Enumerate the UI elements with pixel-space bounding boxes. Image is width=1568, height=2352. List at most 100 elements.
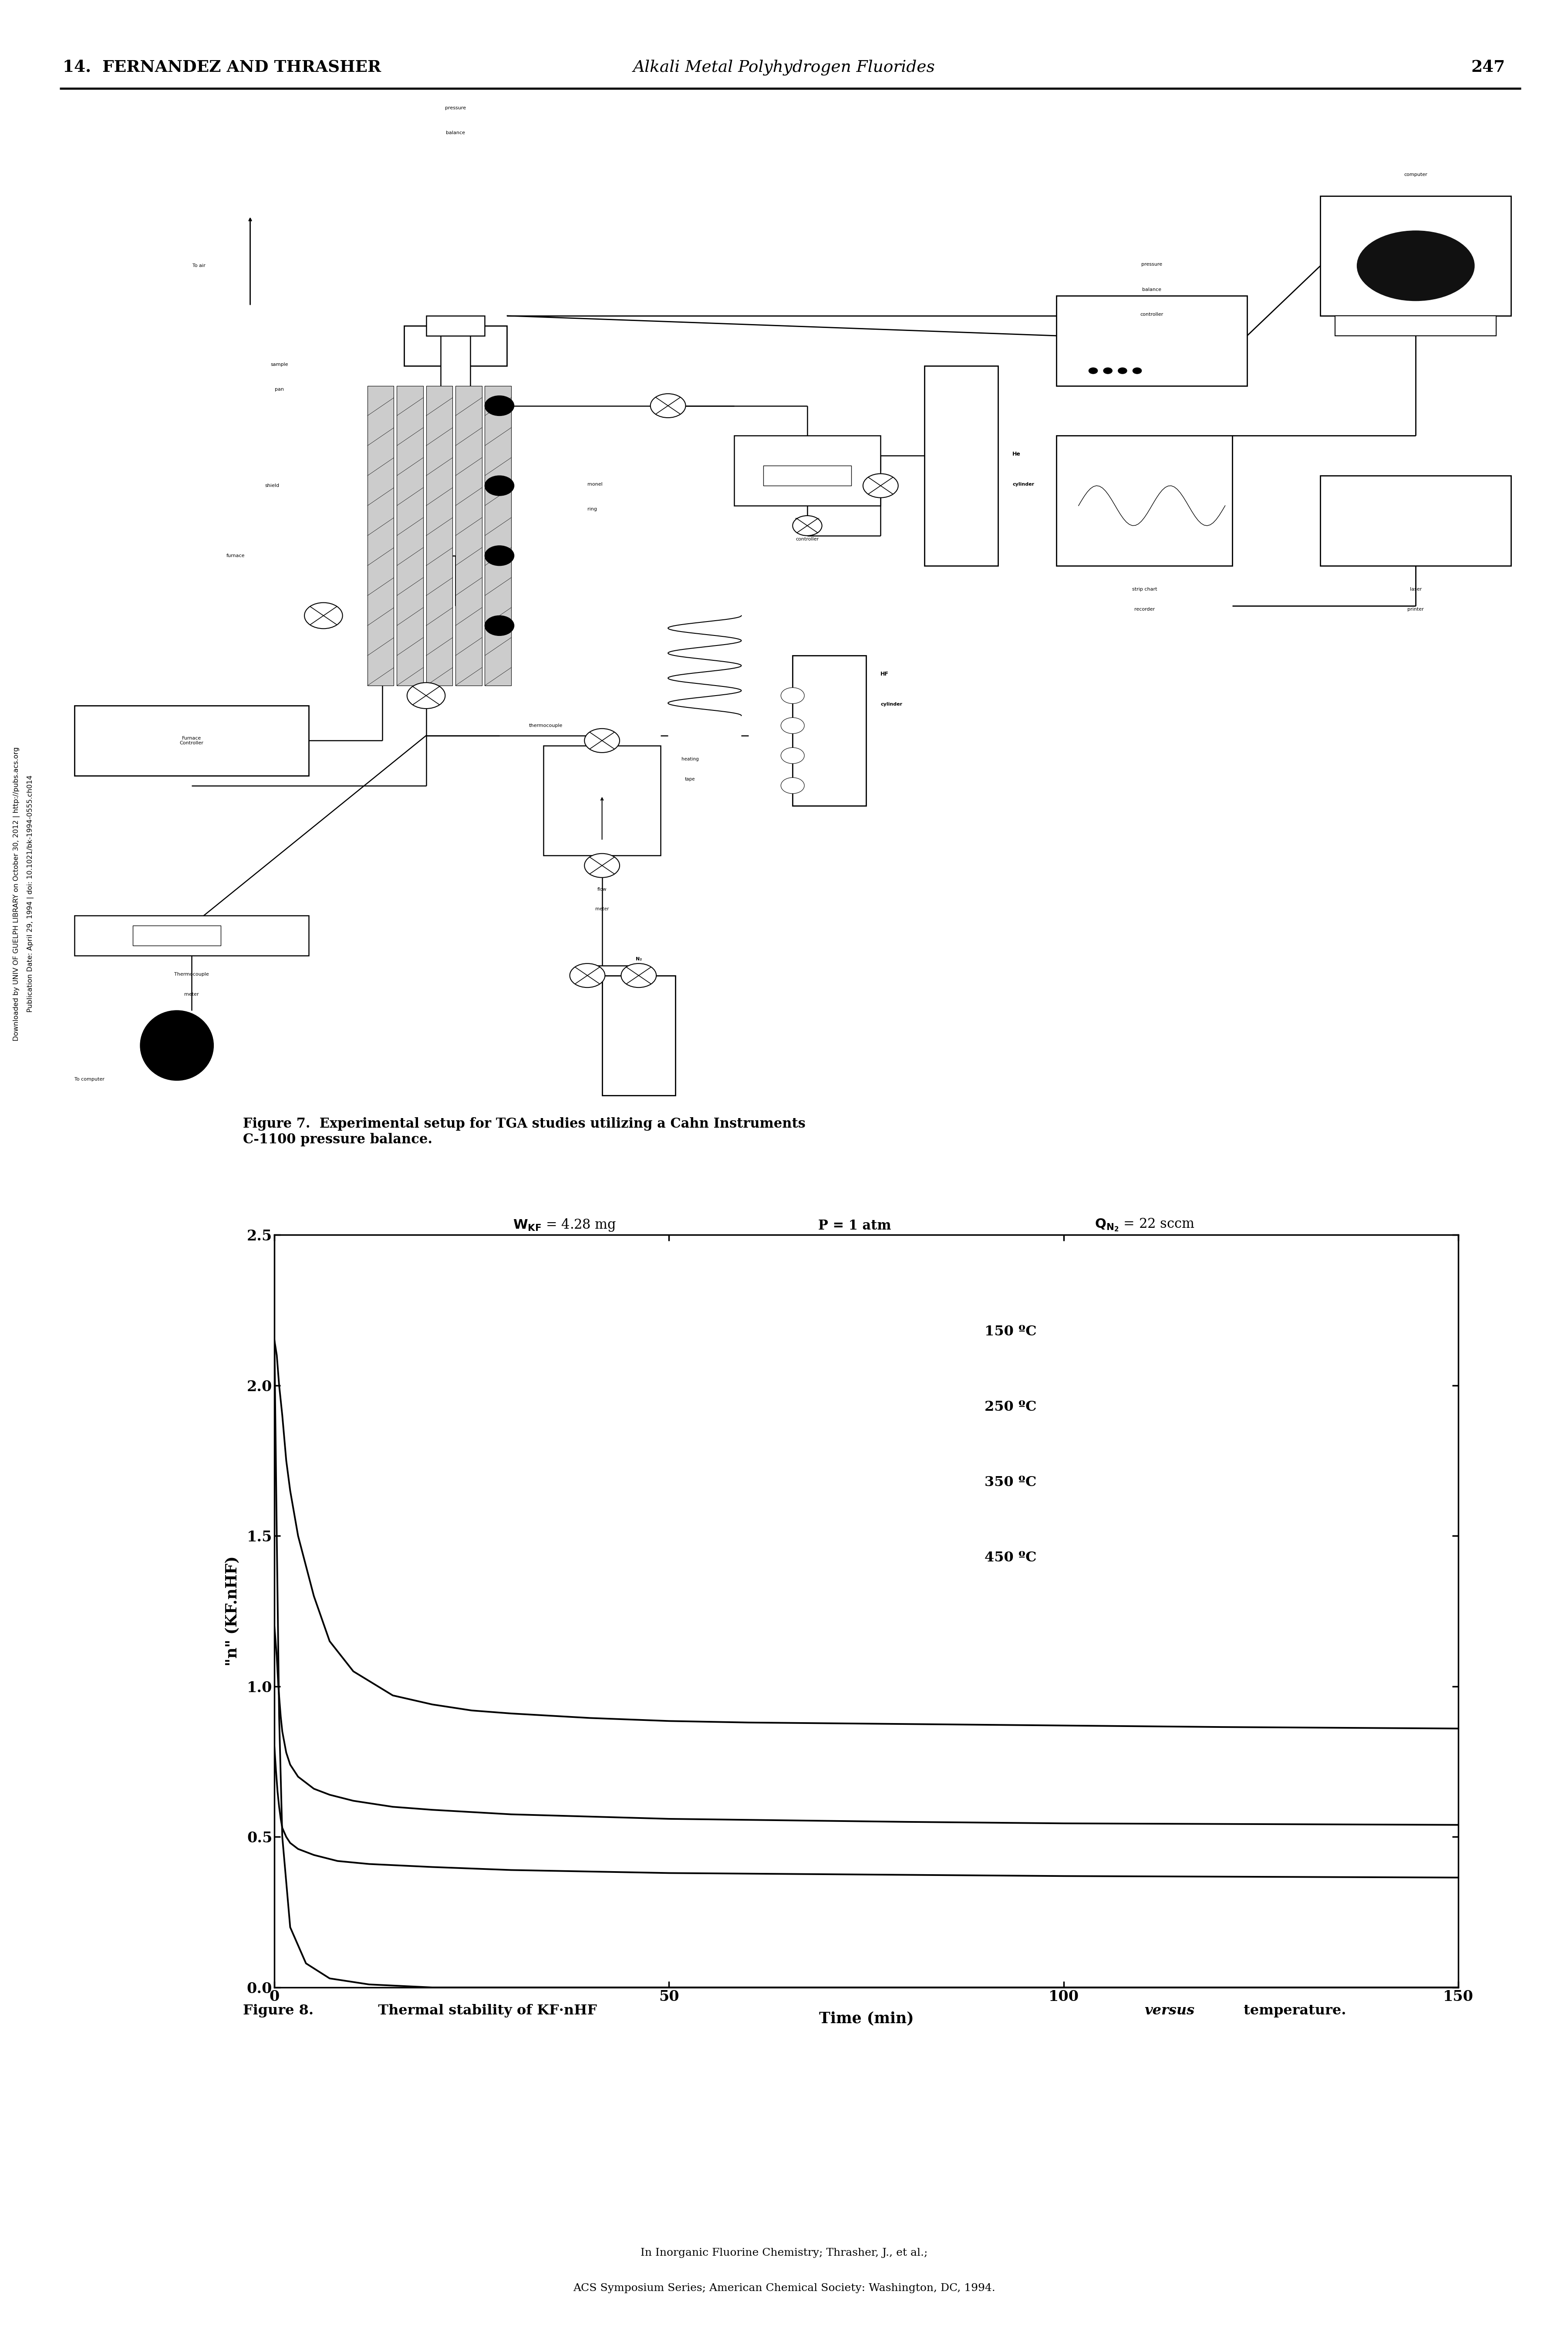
Text: recorder: recorder — [1134, 607, 1154, 612]
Bar — [485, 386, 511, 687]
Text: mass flow: mass flow — [795, 517, 820, 522]
Bar — [405, 325, 506, 365]
Circle shape — [585, 854, 619, 877]
Text: shield: shield — [265, 485, 279, 487]
Bar — [925, 365, 997, 567]
Text: 350 ºC: 350 ºC — [985, 1475, 1036, 1489]
Text: He: He — [1013, 452, 1021, 456]
Bar — [1057, 296, 1247, 386]
Y-axis label: "n" (KF.nHF): "n" (KF.nHF) — [224, 1557, 240, 1665]
Text: heating: heating — [682, 757, 699, 762]
Text: Thermal stability of KF·nHF: Thermal stability of KF·nHF — [368, 2004, 602, 2018]
Circle shape — [781, 687, 804, 703]
Text: $\mathbf{W_{KF}}$ = 4.28 mg: $\mathbf{W_{KF}}$ = 4.28 mg — [513, 1218, 616, 1232]
Text: tape: tape — [685, 776, 695, 781]
Text: N₂: N₂ — [635, 957, 641, 962]
Text: Publication Date: April 29, 1994 | doi: 10.1021/bk-1994-0555.ch014: Publication Date: April 29, 1994 | doi: … — [27, 776, 34, 1011]
Text: versus: versus — [1145, 2004, 1195, 2018]
Text: controller: controller — [795, 536, 818, 541]
Circle shape — [485, 395, 514, 416]
Circle shape — [651, 393, 685, 419]
Bar — [441, 325, 470, 555]
Text: flow: flow — [597, 887, 607, 891]
Text: Thermocouple: Thermocouple — [174, 971, 209, 976]
Text: ACS Symposium Series; American Chemical Society: Washington, DC, 1994.: ACS Symposium Series; American Chemical … — [572, 2284, 996, 2293]
Bar — [397, 386, 423, 687]
Text: 250 ºC: 250 ºC — [985, 1399, 1036, 1414]
Bar — [455, 386, 481, 687]
Text: thermocouple: thermocouple — [528, 724, 563, 727]
Text: P = 1 atm: P = 1 atm — [818, 1218, 891, 1232]
Text: sample: sample — [271, 362, 289, 367]
Circle shape — [781, 779, 804, 793]
Text: In Inorganic Fluorine Chemistry; Thrasher, J., et al.;: In Inorganic Fluorine Chemistry; Thrashe… — [640, 2249, 928, 2258]
Text: meter: meter — [183, 993, 199, 997]
Circle shape — [1104, 367, 1112, 374]
Bar — [544, 746, 660, 856]
Bar — [1334, 315, 1496, 336]
Circle shape — [793, 515, 822, 536]
Bar — [74, 915, 309, 955]
Circle shape — [585, 729, 619, 753]
Text: To air: To air — [193, 263, 205, 268]
Bar — [367, 386, 394, 687]
Bar — [1087, 346, 1145, 365]
Text: pressure: pressure — [1142, 263, 1162, 266]
Text: furnace: furnace — [226, 553, 245, 557]
Ellipse shape — [140, 1011, 213, 1080]
Bar — [426, 386, 453, 687]
Text: 14.  FERNANDEZ AND THRASHER: 14. FERNANDEZ AND THRASHER — [63, 59, 381, 75]
Bar — [1320, 475, 1512, 567]
Circle shape — [781, 717, 804, 734]
Text: monel: monel — [588, 482, 602, 487]
Bar — [602, 976, 676, 1096]
Circle shape — [1118, 367, 1127, 374]
Text: 247: 247 — [1471, 59, 1505, 75]
Bar — [133, 927, 221, 946]
Bar — [426, 315, 485, 336]
Text: balance: balance — [445, 132, 466, 134]
Bar — [74, 706, 309, 776]
Text: $\mathbf{Q_{N_2}}$ = 22 sccm: $\mathbf{Q_{N_2}}$ = 22 sccm — [1094, 1216, 1195, 1232]
Bar — [1057, 435, 1232, 567]
Circle shape — [485, 475, 514, 496]
Text: Furnace
Controller: Furnace Controller — [180, 736, 204, 746]
Circle shape — [485, 616, 514, 635]
Bar — [734, 435, 881, 506]
Text: rotating: rotating — [593, 868, 612, 870]
Circle shape — [781, 748, 804, 764]
Text: Downloaded by UNIV OF GUELPH LIBRARY on October 30, 2012 | http://pubs.acs.org: Downloaded by UNIV OF GUELPH LIBRARY on … — [13, 746, 20, 1042]
Ellipse shape — [1356, 230, 1474, 301]
Text: Alkali Metal Polyhydrogen Fluorides: Alkali Metal Polyhydrogen Fluorides — [633, 59, 935, 75]
Text: computer: computer — [1403, 172, 1427, 176]
Text: ring: ring — [588, 508, 597, 510]
Text: pan: pan — [274, 388, 284, 390]
Circle shape — [408, 682, 445, 708]
Text: 450 ºC: 450 ºC — [985, 1550, 1036, 1564]
Text: temperature.: temperature. — [1239, 2004, 1345, 2018]
Circle shape — [304, 602, 342, 628]
Text: To computer: To computer — [74, 1077, 103, 1082]
Text: 150 ºC: 150 ºC — [985, 1324, 1036, 1338]
Text: strip chart: strip chart — [1132, 588, 1157, 590]
Text: pressure: pressure — [445, 106, 466, 111]
Text: Figure 7.  Experimental setup for TGA studies utilizing a Cahn Instruments
C-110: Figure 7. Experimental setup for TGA stu… — [243, 1117, 806, 1145]
Text: controller: controller — [1140, 313, 1163, 318]
Circle shape — [569, 964, 605, 988]
Circle shape — [1088, 367, 1098, 374]
Text: printer: printer — [1408, 607, 1424, 612]
Text: laser: laser — [1410, 588, 1422, 590]
Circle shape — [485, 546, 514, 567]
Bar — [764, 466, 851, 487]
Circle shape — [621, 964, 657, 988]
Bar — [1320, 195, 1512, 315]
Text: cylinder: cylinder — [881, 703, 903, 706]
Text: meter: meter — [596, 908, 608, 910]
Bar — [793, 656, 866, 804]
X-axis label: Time (min): Time (min) — [818, 2011, 914, 2025]
Circle shape — [862, 473, 898, 499]
Circle shape — [1132, 367, 1142, 374]
Text: cylinder: cylinder — [1013, 482, 1035, 487]
Text: balance: balance — [1142, 287, 1162, 292]
Text: cylinder: cylinder — [627, 983, 649, 985]
